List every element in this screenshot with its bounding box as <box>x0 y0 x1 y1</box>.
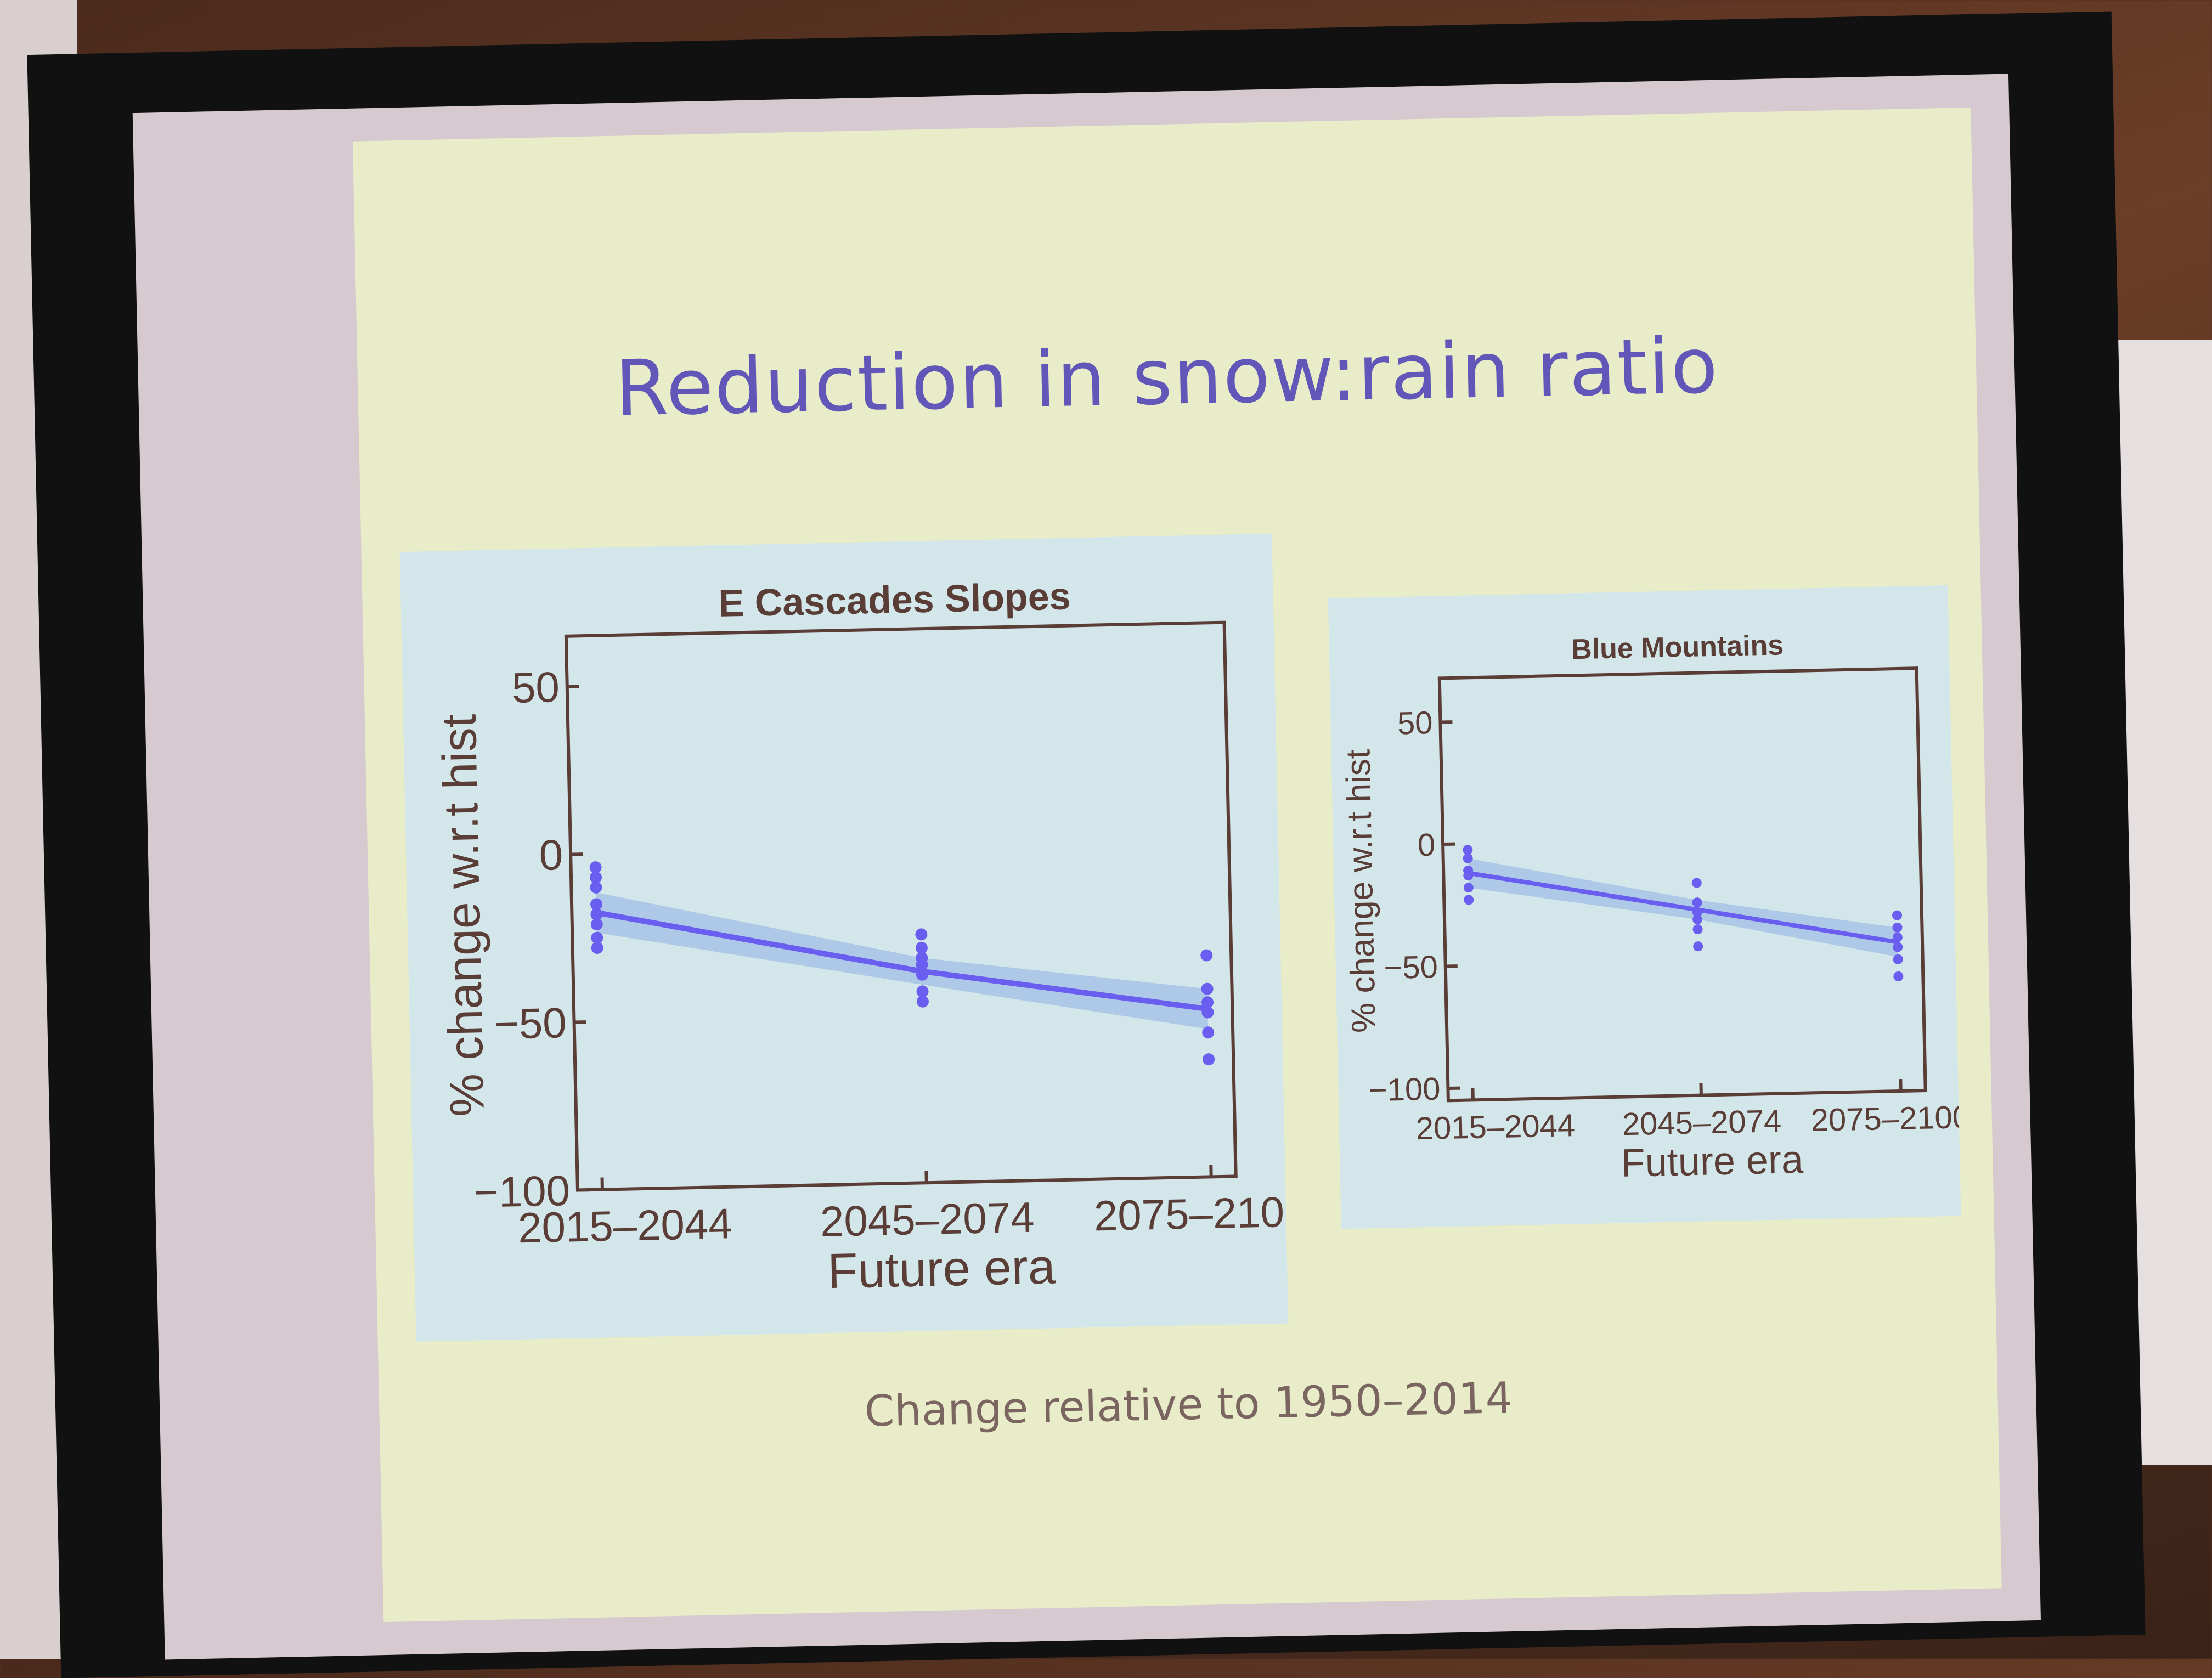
y-tick-label: 50 <box>1397 705 1433 741</box>
data-point <box>1463 845 1472 855</box>
data-point <box>917 996 929 1008</box>
confidence-band <box>596 880 1208 1042</box>
data-point <box>1893 971 1903 981</box>
y-tick-label: −50 <box>1384 949 1438 986</box>
data-point <box>1203 1053 1215 1065</box>
chart-title: Blue Mountains <box>1571 629 1784 665</box>
slide: Reduction in snow:rain ratio E Cascades … <box>353 108 2002 1622</box>
y-tick-label: 50 <box>511 663 560 712</box>
x-axis-label: Future era <box>827 1239 1057 1299</box>
slide-caption: Change relative to 1950–2014 <box>379 1363 1998 1447</box>
projection-area: Reduction in snow:rain ratio E Cascades … <box>133 74 2041 1659</box>
data-point <box>1692 924 1702 934</box>
x-tick-label: 2075–2100 <box>1810 1099 1961 1138</box>
x-tick-label: 2045–2074 <box>1622 1103 1782 1142</box>
x-tick-label: 2015–2044 <box>517 1199 732 1252</box>
data-point <box>1200 949 1212 961</box>
chart-title: E Cascades Slopes <box>718 575 1071 625</box>
plot-frame <box>566 623 1236 1190</box>
x-tick-label: 2015–2044 <box>1415 1108 1576 1146</box>
y-tick-label: −50 <box>493 998 567 1048</box>
data-point <box>1693 941 1703 951</box>
x-tick-label: 2075–2100 <box>1093 1187 1288 1240</box>
data-point <box>1892 910 1902 920</box>
x-axis-label: Future era <box>1621 1138 1804 1185</box>
y-axis-label: % change w.r.t hist <box>1339 749 1383 1033</box>
x-tick-label: 2045–2074 <box>820 1193 1035 1246</box>
y-tick-label: 0 <box>539 830 563 879</box>
data-point <box>590 882 602 894</box>
data-point <box>1692 878 1702 888</box>
data-point <box>1464 895 1474 905</box>
y-tick-label: −100 <box>1368 1071 1441 1109</box>
data-point <box>915 928 927 940</box>
slide-title: Reduction in snow:rain ratio <box>357 316 1977 439</box>
y-axis-label: % change w.r.t hist <box>432 714 494 1117</box>
data-point <box>591 942 603 954</box>
y-tick-label: 0 <box>1417 827 1436 863</box>
projector-screen: Reduction in snow:rain ratio E Cascades … <box>27 12 2145 1678</box>
